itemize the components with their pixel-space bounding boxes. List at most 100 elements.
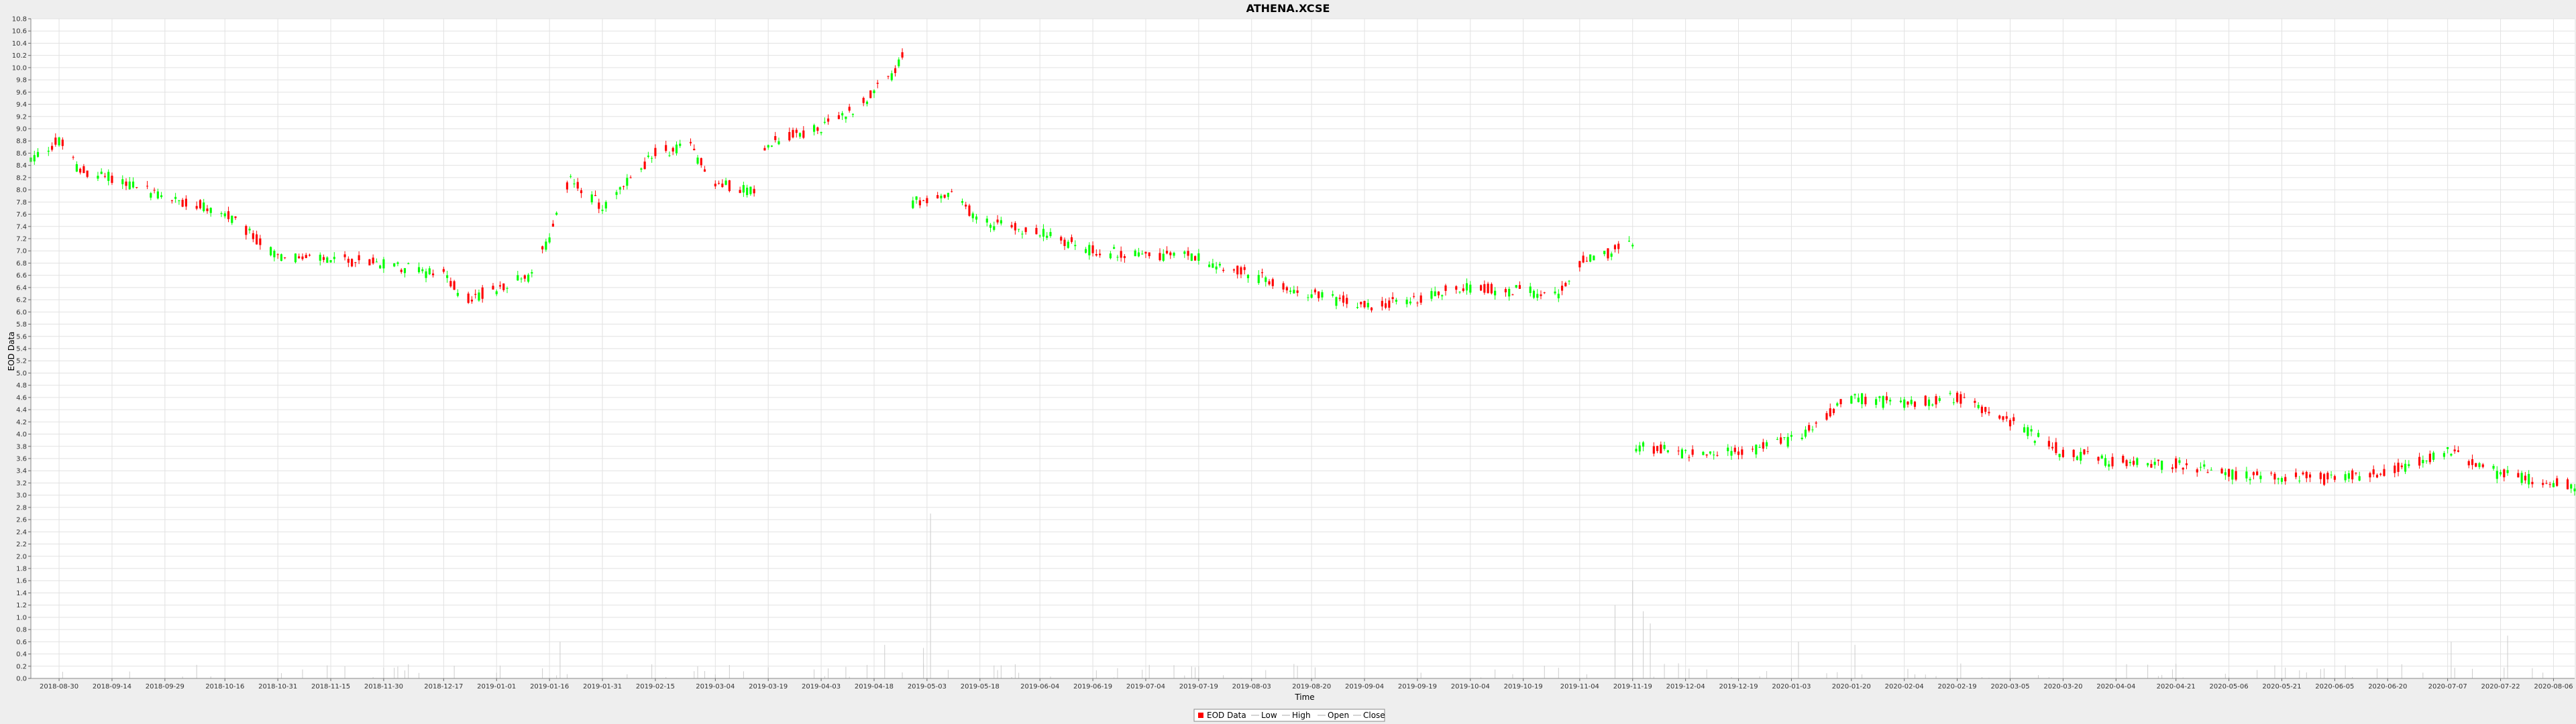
candle-body: [184, 198, 187, 207]
candle-body: [1677, 450, 1680, 452]
candle-body: [1536, 294, 1539, 298]
candle-body: [178, 200, 180, 202]
candle-body: [400, 269, 402, 272]
candle-body: [1113, 247, 1116, 249]
candle-body: [347, 259, 350, 263]
candle-body: [1218, 263, 1221, 266]
candle-body: [651, 158, 653, 159]
candle-body: [1416, 302, 1419, 304]
candle-body: [926, 198, 928, 204]
candle-body: [2397, 463, 2400, 472]
y-tick-label: 7.2: [16, 236, 27, 243]
y-tick-label: 0.0: [16, 676, 27, 683]
candle-body: [1974, 400, 1976, 403]
candle-body: [256, 234, 258, 245]
candle-body: [417, 267, 421, 273]
candle-body: [975, 216, 978, 220]
candle-body: [548, 237, 551, 243]
candle-body: [121, 179, 124, 184]
y-tick-label: 6.8: [16, 260, 27, 267]
candle-body: [2517, 473, 2520, 478]
candle-body: [2573, 488, 2576, 491]
candle-body: [2358, 476, 2361, 481]
candle-body: [2499, 472, 2502, 475]
candle-body: [2453, 449, 2456, 452]
candle-body: [1751, 448, 1754, 450]
candle-body: [1702, 452, 1705, 455]
candle-body: [2259, 475, 2262, 479]
candle-body: [2210, 469, 2212, 471]
candle-body: [851, 113, 855, 115]
candle-body: [1134, 250, 1136, 257]
candle-body: [2175, 458, 2178, 469]
candle-body: [1462, 288, 1464, 291]
candle-body: [873, 90, 875, 93]
x-tick-label: 2020-08-06: [2534, 683, 2573, 690]
candle-body: [1801, 437, 1803, 439]
candle-body: [1212, 263, 1214, 268]
candle-body: [1808, 425, 1811, 431]
candle-body: [1183, 251, 1186, 254]
y-tick-label: 9.6: [16, 89, 27, 97]
y-tick-label: 7.0: [16, 248, 27, 255]
candle-body: [2100, 455, 2103, 459]
candle-body: [1910, 400, 1913, 404]
x-tick-label: 2019-12-19: [1719, 683, 1758, 690]
candle-body: [1642, 442, 1645, 447]
candle-body: [1148, 252, 1150, 257]
candle-body: [1363, 300, 1366, 308]
candle-body: [2284, 477, 2287, 481]
candle-body: [1532, 290, 1536, 298]
candle-body: [86, 170, 89, 177]
candle-body: [1469, 284, 1472, 293]
candle-body: [495, 291, 498, 294]
candle-body: [1049, 232, 1052, 237]
candle-body: [1635, 448, 1638, 452]
candle-body: [2294, 472, 2298, 477]
candle-body: [2432, 452, 2435, 460]
legend-label: Low: [1261, 711, 1277, 720]
candle-body: [1385, 303, 1387, 308]
candle-body: [2447, 447, 2449, 449]
candle-body: [333, 257, 335, 259]
candle-body: [936, 195, 939, 198]
candle-body: [1088, 245, 1091, 255]
candle-body: [523, 275, 526, 279]
candle-body: [2002, 416, 2004, 420]
candle-body: [2220, 469, 2223, 474]
candle-body: [1215, 266, 1218, 269]
candle-body: [1187, 251, 1189, 256]
candle-body: [1554, 291, 1556, 294]
candle-body: [125, 181, 127, 186]
candle-body: [1236, 265, 1239, 275]
candle-body: [1540, 294, 1542, 296]
candle-body: [1434, 291, 1436, 296]
x-tick-label: 2019-05-03: [908, 683, 947, 690]
grid-lines: [31, 18, 2575, 679]
candle-body: [72, 157, 74, 158]
x-tick-label: 2020-04-21: [2157, 683, 2196, 690]
candle-body: [1589, 254, 1592, 262]
candle-body: [1409, 301, 1411, 304]
candle-body: [1564, 283, 1567, 287]
candle-body: [1660, 444, 1662, 454]
candle-body: [940, 195, 943, 198]
candle-body: [2147, 463, 2149, 466]
candle-body: [1271, 279, 1274, 286]
candle-body: [136, 187, 138, 188]
candle-body: [2492, 465, 2495, 469]
x-tick-label: 2018-10-16: [205, 683, 244, 690]
y-tick-label: 2.2: [16, 541, 27, 548]
candle-body: [1931, 404, 1934, 406]
candle-body: [943, 194, 946, 198]
y-tick-label: 4.6: [16, 394, 27, 402]
y-tick-label: 3.0: [16, 492, 27, 499]
x-tick-label: 2019-01-01: [477, 683, 516, 690]
candle-body: [227, 211, 230, 219]
candle-body: [520, 278, 523, 280]
candle-body: [1960, 394, 1962, 404]
candle-body: [1024, 227, 1027, 233]
y-tick-label: 8.8: [16, 138, 27, 145]
candle-body: [777, 141, 780, 145]
candle-body: [837, 115, 840, 119]
